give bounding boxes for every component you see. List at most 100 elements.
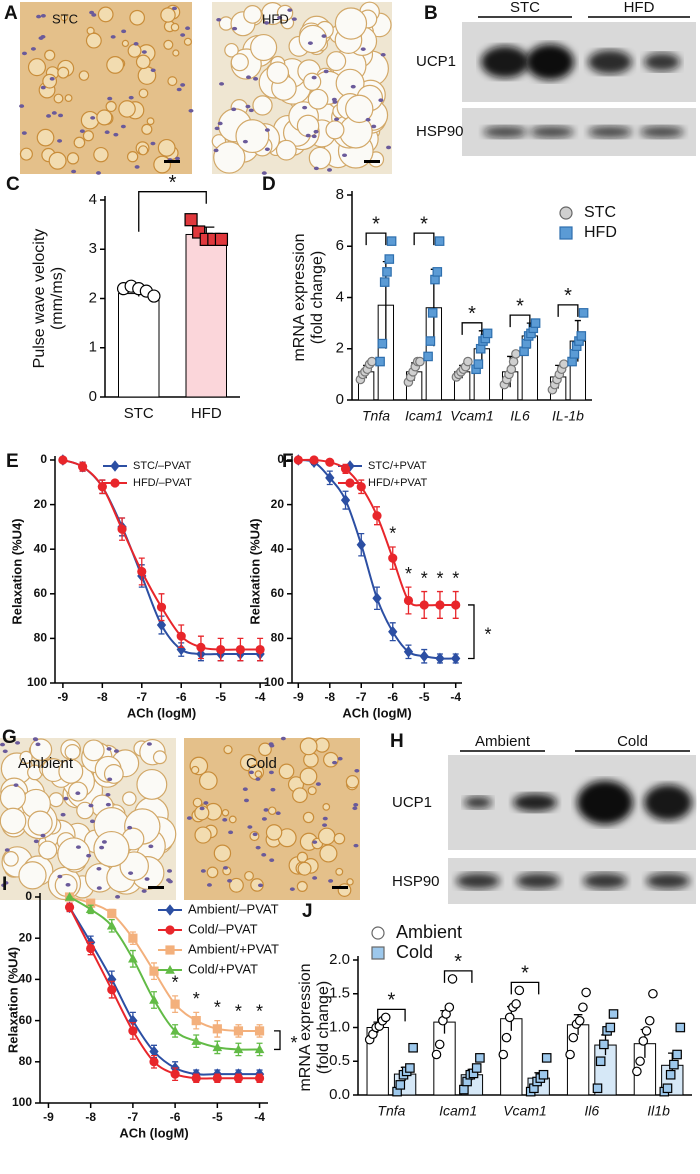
legend-marker [165,904,175,916]
cell [138,88,149,99]
nucleus [263,808,269,812]
nucleus [185,26,191,31]
cell [299,767,318,786]
nucleus [350,84,356,89]
cell [153,155,172,174]
x-tick-label: -4 [450,690,461,704]
nucleus [268,770,274,775]
data-point [648,988,658,999]
nucleus [21,51,27,56]
significance-bracket [274,1030,281,1051]
significance-bracket [461,322,483,335]
data-point [638,1036,649,1046]
cell [58,758,84,784]
nucleus [354,768,360,773]
y-tick-label: 80 [34,631,48,645]
data-point [196,642,206,652]
nucleus [331,97,337,102]
cell [19,147,33,161]
band-label: HSP90 [392,873,440,890]
y-tick-label: 20 [271,497,285,511]
nucleus [216,17,222,22]
cell [157,138,176,157]
significance-bracket [443,970,473,983]
nucleus [60,812,66,817]
data-point [149,994,159,1004]
data-point [367,356,377,367]
nucleus [227,878,233,883]
x-tick-label: -4 [254,1110,265,1124]
nucleus [327,168,333,172]
y-tick-label: 40 [19,972,33,986]
nucleus [144,877,150,881]
y-tick-label: 6 [336,237,344,254]
cell [118,100,136,118]
band [644,53,680,71]
cell [27,58,47,77]
y-tick-label: 100 [12,1095,32,1109]
cell [252,95,273,116]
data-point [435,600,445,610]
legend-label: Ambient/+PVAT [188,941,279,956]
data-point [254,1044,265,1054]
data-point [356,538,366,551]
nucleus [277,15,283,20]
legend-marker [110,460,120,472]
cell [96,109,113,126]
legend-marker [165,964,175,974]
y-tick-label: 80 [19,1054,33,1068]
cell [250,878,264,892]
data-point [675,1022,686,1033]
data-point [605,1022,616,1033]
image-label: Cold [246,755,277,772]
data-point [459,1084,469,1095]
nucleus [280,736,286,741]
annotation: * [521,963,529,985]
nucleus [269,858,275,862]
nucleus [353,803,359,807]
image-label: HFD [262,11,289,26]
nucleus [180,33,186,37]
data-point [578,1002,588,1013]
cell [230,53,249,72]
series-line [298,459,456,660]
cell [192,797,203,808]
nucleus [255,777,261,781]
y-tick-label: 100 [27,675,47,689]
nucleus [88,803,94,808]
cell [48,792,64,808]
annotation: * [169,172,177,194]
nucleus [386,145,392,150]
legend-label: Ambient/–PVAT [188,901,279,916]
x-tick-label: Tnfa [362,408,390,424]
data-point [632,1066,642,1077]
data-point [128,1026,138,1036]
data-point [451,652,461,665]
data-point [309,455,319,465]
nucleus [313,166,319,171]
nucleus [36,14,42,19]
data-point [635,1056,645,1067]
data-point [379,277,390,287]
data-point [254,1073,265,1083]
data-point [388,625,398,638]
nucleus [75,845,81,849]
y-tick-label: 2 [336,340,344,357]
data-point [372,511,382,521]
nucleus [57,139,63,143]
legend-marker [345,478,355,488]
nucleus [167,869,173,873]
band-label: HSP90 [416,123,464,140]
series-line [68,906,260,1076]
data-point [576,331,587,341]
band [513,793,557,812]
nucleus [342,153,348,158]
nucleus [222,818,228,822]
data-point [559,359,569,369]
cell [36,128,55,147]
nucleus [180,83,186,87]
y-tick-label: 0 [89,388,97,405]
nucleus [252,832,258,837]
data-point [504,1012,515,1023]
data-point [565,1049,575,1060]
